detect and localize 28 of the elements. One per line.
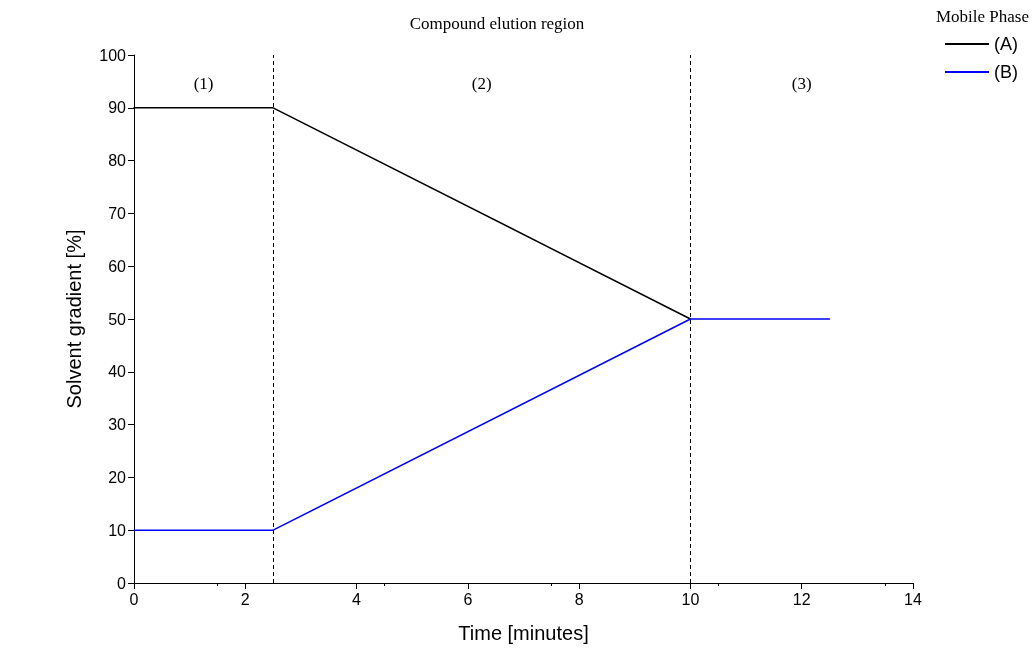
annotation: (1) (193, 73, 214, 93)
y-tick-label: 50 (108, 310, 127, 328)
legend-title: Mobile Phase (935, 7, 1030, 26)
x-tick-label: 6 (463, 590, 473, 608)
x-tick-label: 4 (352, 590, 362, 608)
x-tick-label: 10 (681, 590, 700, 608)
chart-title: Compound elution region (409, 14, 585, 33)
annotation: (3) (791, 73, 812, 93)
y-tick-label: 20 (108, 468, 127, 486)
legend-label: (B) (994, 62, 1019, 82)
x-tick-label: 8 (574, 590, 584, 608)
y-tick-label: 30 (108, 416, 127, 434)
x-tick-label: 2 (240, 590, 250, 608)
annotation: (2) (471, 73, 492, 93)
y-tick-label: 60 (108, 257, 127, 275)
y-tick-label: 80 (108, 152, 127, 170)
y-tick-label: 0 (117, 574, 127, 592)
y-tick-label: 90 (108, 99, 127, 117)
x-tick-label: 12 (792, 590, 811, 608)
y-tick-label: 100 (99, 46, 127, 64)
y-axis-title: Solvent gradient [%] (63, 229, 85, 409)
y-tick-label: 40 (108, 363, 127, 381)
y-tick-label: 70 (108, 204, 127, 222)
x-tick-label: 14 (904, 590, 922, 608)
x-axis-title: Time [minutes] (458, 622, 589, 644)
legend-label: (A) (994, 34, 1019, 54)
y-tick-label: 10 (108, 521, 127, 539)
x-tick-label: 0 (129, 590, 139, 608)
